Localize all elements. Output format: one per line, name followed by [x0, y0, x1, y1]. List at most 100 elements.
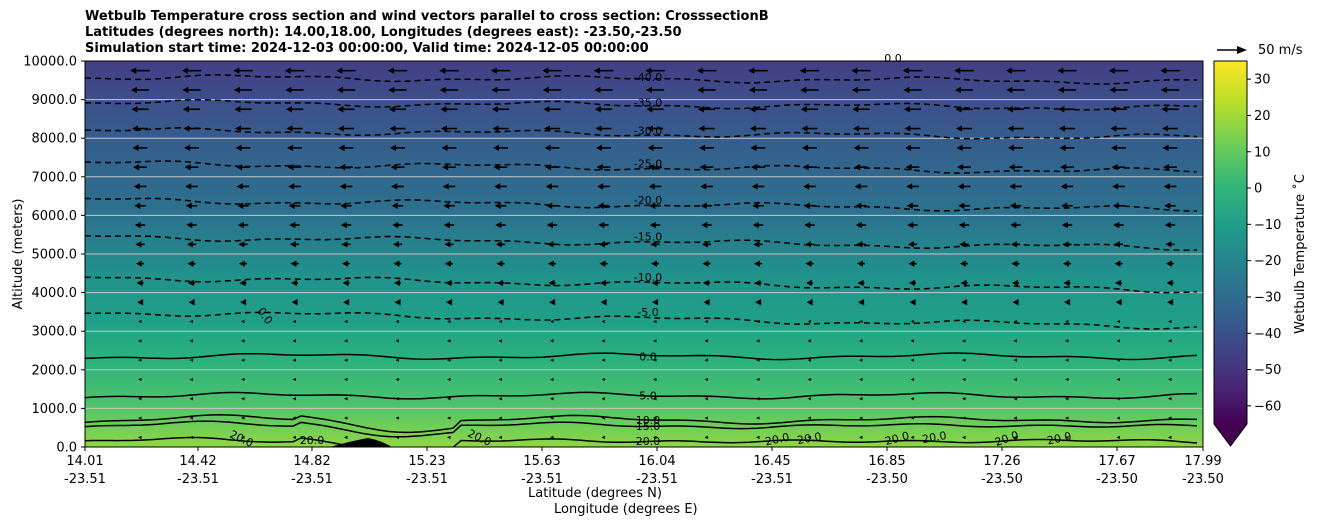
wind-vector: [494, 202, 507, 209]
wind-vector: [344, 416, 348, 420]
wind-vector: [1013, 319, 1017, 324]
wind-vector: [189, 416, 193, 420]
wind-vector: [395, 377, 399, 382]
wind-vector: [701, 221, 712, 229]
colorbar: [1214, 61, 1247, 424]
wind-vector: [1163, 183, 1177, 190]
wind-vector: [751, 183, 765, 190]
wind-vector: [645, 67, 665, 74]
wind-vector: [1114, 260, 1123, 267]
wind-vector: [292, 339, 296, 343]
wind-vector: [447, 319, 451, 324]
wind-vector: [182, 106, 201, 113]
wind-vector: [1111, 144, 1126, 152]
wind-vector: [238, 260, 248, 267]
wind-vector: [595, 125, 612, 132]
wind-vector: [1108, 67, 1129, 74]
wind-vector: [189, 319, 193, 324]
wind-vector: [703, 299, 710, 306]
wind-vector: [698, 125, 715, 132]
wind-vector: [181, 67, 202, 74]
wind-vector: [652, 299, 659, 306]
contour-line: [85, 420, 1198, 438]
wind-vector: [646, 125, 664, 132]
contour-label: -15.0: [634, 231, 662, 244]
wind-vector: [186, 241, 197, 248]
wind-vector: [549, 299, 556, 306]
colorbar-frame: [1213, 60, 1248, 447]
wind-vector: [645, 86, 665, 94]
wind-vector: [1115, 299, 1122, 306]
wind-vector: [804, 241, 815, 248]
wind-vector: [1065, 435, 1069, 439]
wind-vector: [288, 202, 301, 209]
wind-vector: [550, 416, 554, 420]
wind-vector: [189, 435, 193, 439]
wind-vector: [802, 144, 817, 152]
contour-label: 5.0: [639, 390, 657, 403]
wind-vector: [391, 202, 404, 209]
wind-vector: [907, 221, 918, 229]
wind-vector: [1065, 416, 1069, 420]
wind-vector: [336, 86, 356, 94]
wind-vector: [343, 299, 350, 306]
wind-vector: [807, 339, 811, 343]
wind-vector: [596, 144, 611, 152]
wind-vector: [1111, 163, 1126, 171]
wind-vector: [291, 299, 298, 306]
wind-vector: [653, 416, 657, 420]
contour-label-extra: 20.0: [764, 431, 791, 449]
wind-vector: [390, 163, 405, 171]
wind-vector: [962, 397, 966, 401]
wind-vector: [903, 86, 922, 94]
contour-label: -25.0: [634, 157, 662, 170]
wind-vector: [337, 125, 355, 132]
wind-vector: [1008, 163, 1023, 171]
wind-vector: [1116, 435, 1120, 439]
wind-vector: [292, 435, 296, 439]
wind-vector: [1065, 319, 1069, 324]
wind-vector: [498, 416, 502, 420]
wind-vector: [856, 260, 866, 267]
wind-vector: [754, 279, 762, 287]
wind-vector: [1116, 339, 1120, 343]
wind-vector: [394, 299, 401, 306]
wind-vector: [854, 163, 868, 171]
wind-vector: [962, 339, 966, 343]
wind-vector: [855, 221, 867, 229]
x-tick-label-lat: 14.42: [179, 454, 216, 469]
wind-vector: [1065, 377, 1069, 382]
wind-vector: [292, 319, 296, 324]
wind-vector: [131, 125, 149, 132]
wind-vector: [550, 319, 554, 324]
contour-label: 10.0: [636, 414, 661, 427]
wind-vector: [188, 299, 195, 306]
wind-vector: [1013, 397, 1017, 401]
wind-vector: [704, 377, 708, 382]
wind-vector: [956, 144, 972, 152]
contour-label: -40.0: [634, 71, 662, 84]
wind-vector: [653, 377, 657, 382]
y-tick-label: 9000.0: [32, 93, 78, 108]
wind-vector: [392, 241, 403, 248]
wind-vector: [344, 397, 348, 401]
wind-vector: [1061, 202, 1073, 209]
wind-vector: [651, 279, 659, 287]
wind-vector: [597, 183, 610, 190]
wind-vector: [649, 221, 661, 229]
wind-vector: [341, 260, 351, 267]
wind-vector: [1006, 86, 1025, 94]
wind-vector: [859, 358, 863, 362]
wind-vector: [1013, 339, 1017, 343]
wind-vector: [1113, 241, 1124, 248]
wind-vector: [395, 397, 399, 401]
wind-vector: [542, 86, 562, 94]
wind-vector: [495, 241, 506, 248]
wind-vector: [601, 377, 605, 382]
contour-line: [85, 197, 1198, 212]
colorbar-tick-label: 10: [1254, 145, 1271, 160]
wind-vector: [444, 241, 454, 248]
wind-vector: [704, 416, 708, 420]
wind-vector: [394, 279, 401, 287]
wind-vector: [904, 125, 921, 132]
